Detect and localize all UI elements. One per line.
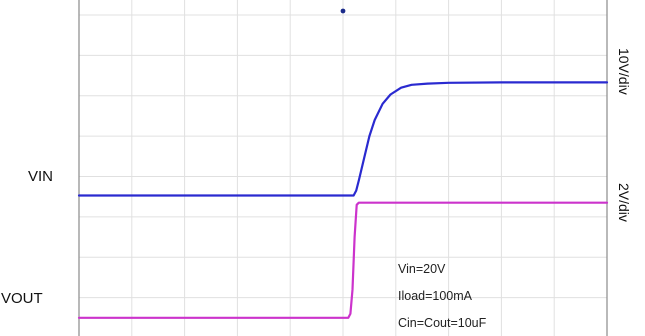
trace-vin: [77, 81, 609, 197]
annotation-vin: Vin=20V: [398, 262, 446, 276]
trace-vout: [77, 201, 609, 319]
plot-frame: [78, 0, 608, 336]
vout-scale-label: 2V/div: [616, 183, 632, 222]
grid: [79, 0, 607, 336]
trigger-marker: [340, 8, 346, 14]
vin-label: VIN: [28, 168, 53, 185]
vout-label: VOUT: [1, 290, 43, 307]
vin-scale-label: 10V/div: [616, 48, 632, 95]
series-layer: [77, 81, 609, 319]
annotation-iload: Iload=100mA: [398, 289, 473, 303]
annotation-capacitors: Cin=Cout=10uF: [398, 316, 487, 330]
